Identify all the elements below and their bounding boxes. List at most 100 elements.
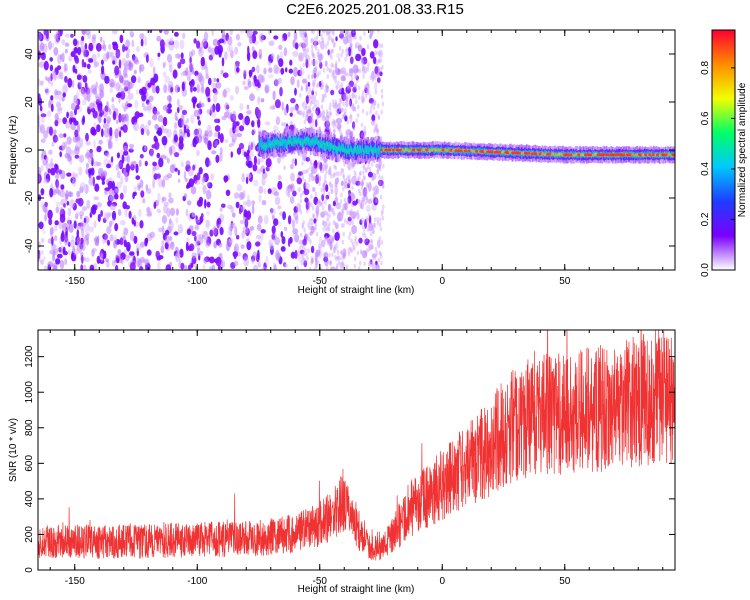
heatmap-cell [294,137,297,146]
heatmap-cell [146,188,152,194]
heatmap-cell [371,253,378,258]
heatmap-cell [323,158,328,163]
heatmap-cell [340,167,344,173]
heatmap-cell [235,85,240,95]
heatmap-cell [332,144,334,149]
heatmap-cell [314,225,317,231]
heatmap-cell [125,205,130,210]
heatmap-cell [341,253,345,259]
heatmap-cell [96,145,102,153]
heatmap-cell [297,138,300,143]
heatmap-cell [261,200,267,206]
heatmap-cell [49,249,56,255]
heatmap-cell [96,124,101,133]
heatmap-cell [291,141,294,146]
heatmap-cell [379,160,383,165]
heatmap-cell [178,140,184,150]
heatmap-cell [366,183,369,189]
heatmap-cell [54,33,59,40]
heatmap-cell [403,148,405,152]
heatmap-cell [337,255,340,261]
heatmap-cell [659,151,662,157]
heatmap-cell [206,201,211,208]
heatmap-cell [360,199,364,210]
heatmap-cell [405,148,407,152]
heatmap-cell [324,210,327,215]
heatmap-cell [98,139,103,145]
heatmap-cell [162,71,167,78]
heatmap-cell [84,30,87,33]
heatmap-cell [276,138,279,153]
heatmap-cell [362,187,368,198]
heatmap-cell [176,53,180,59]
heatmap-cell [336,249,340,255]
heatmap-cell [554,153,556,157]
heatmap-cell [310,38,313,44]
heatmap-cell [372,147,375,152]
heatmap-cell [344,218,347,224]
heatmap-cell [292,51,299,57]
heatmap-cell [321,143,323,148]
heatmap-cell [54,88,58,96]
heatmap-cell [312,186,315,192]
heatmap-cell [342,75,345,80]
heatmap-cell [304,232,307,238]
heatmap-cell [365,216,369,222]
heatmap-cell [242,189,246,197]
heatmap-cell [53,235,58,242]
heatmap-cell [313,78,317,84]
heatmap-cell [301,243,304,248]
heatmap-cell [335,192,338,198]
heatmap-cell [380,211,384,217]
heatmap-cell [106,101,109,108]
heatmap-cell [366,90,369,96]
heatmap-cell [284,263,289,269]
heatmap-cell [334,74,338,80]
heatmap-cell [208,77,212,86]
heatmap-cell [274,236,280,246]
heatmap-cell [153,110,160,116]
heatmap-cell [335,85,339,90]
heatmap-cell [353,194,356,200]
heatmap-cell [125,39,130,49]
heatmap-cell [196,127,203,136]
heatmap-cell [74,57,80,64]
heatmap-cell [109,203,116,211]
heatmap-cell [371,70,375,80]
heatmap-cell [207,46,212,54]
heatmap-cell [229,127,233,138]
heatmap-cell [168,197,174,204]
heatmap-cell [96,202,102,208]
heatmap-cell [365,195,368,201]
heatmap-cell [219,207,223,212]
heatmap-cell [330,62,333,68]
heatmap-cell [119,237,124,246]
heatmap-cell [410,149,412,153]
heatmap-cell [307,248,310,254]
heatmap-cell [379,71,383,77]
heatmap-cell [262,145,265,150]
heatmap-cell [287,215,292,225]
heatmap-cell [339,30,343,36]
heatmap-cell [309,239,312,245]
heatmap-cell [283,165,286,171]
heatmap-cell [309,140,312,145]
heatmap-cell [302,245,305,251]
heatmap-cell [333,164,336,170]
heatmap-cell [199,237,204,245]
heatmap-cell [363,150,365,155]
heatmap-cell [350,42,353,48]
heatmap-cell [350,238,353,244]
heatmap-cell [378,51,381,56]
heatmap-cell [312,82,315,88]
heatmap-cell [244,218,249,228]
heatmap-cell [370,105,373,111]
heatmap-cell [313,226,316,232]
heatmap-cell [307,205,311,211]
heatmap-cell [109,194,115,202]
heatmap-cell [331,37,334,43]
heatmap-cell [346,175,349,181]
heatmap-cell [162,116,168,127]
